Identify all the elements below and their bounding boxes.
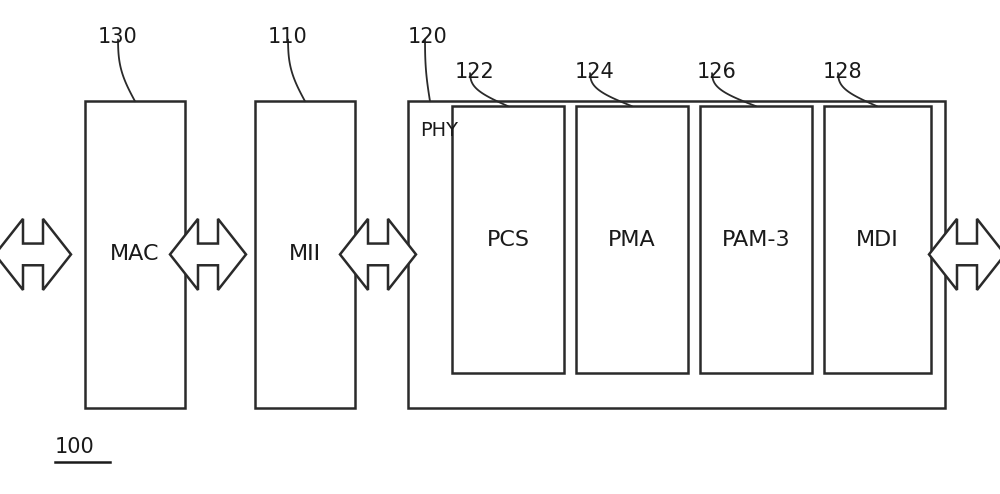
Text: PAM-3: PAM-3	[722, 230, 790, 249]
Polygon shape	[0, 219, 71, 290]
Text: 128: 128	[823, 62, 863, 82]
Text: MAC: MAC	[110, 245, 160, 264]
Text: 130: 130	[98, 27, 138, 47]
Bar	[85, 101, 185, 408]
Text: 100: 100	[55, 437, 95, 457]
Text: 120: 120	[408, 27, 448, 47]
Bar	[700, 106, 812, 373]
Polygon shape	[170, 219, 246, 290]
Bar	[824, 106, 931, 373]
Bar	[408, 101, 945, 408]
Text: 126: 126	[697, 62, 737, 82]
Bar	[452, 106, 564, 373]
Text: MDI: MDI	[856, 230, 899, 249]
Bar	[255, 101, 355, 408]
Text: PMA: PMA	[608, 230, 656, 249]
Bar	[576, 106, 688, 373]
Text: 122: 122	[455, 62, 495, 82]
Polygon shape	[929, 219, 1000, 290]
Polygon shape	[340, 219, 416, 290]
Text: MII: MII	[289, 245, 321, 264]
Text: PHY: PHY	[420, 121, 458, 140]
Text: 124: 124	[575, 62, 615, 82]
Text: PCS: PCS	[486, 230, 530, 249]
Text: 110: 110	[268, 27, 308, 47]
